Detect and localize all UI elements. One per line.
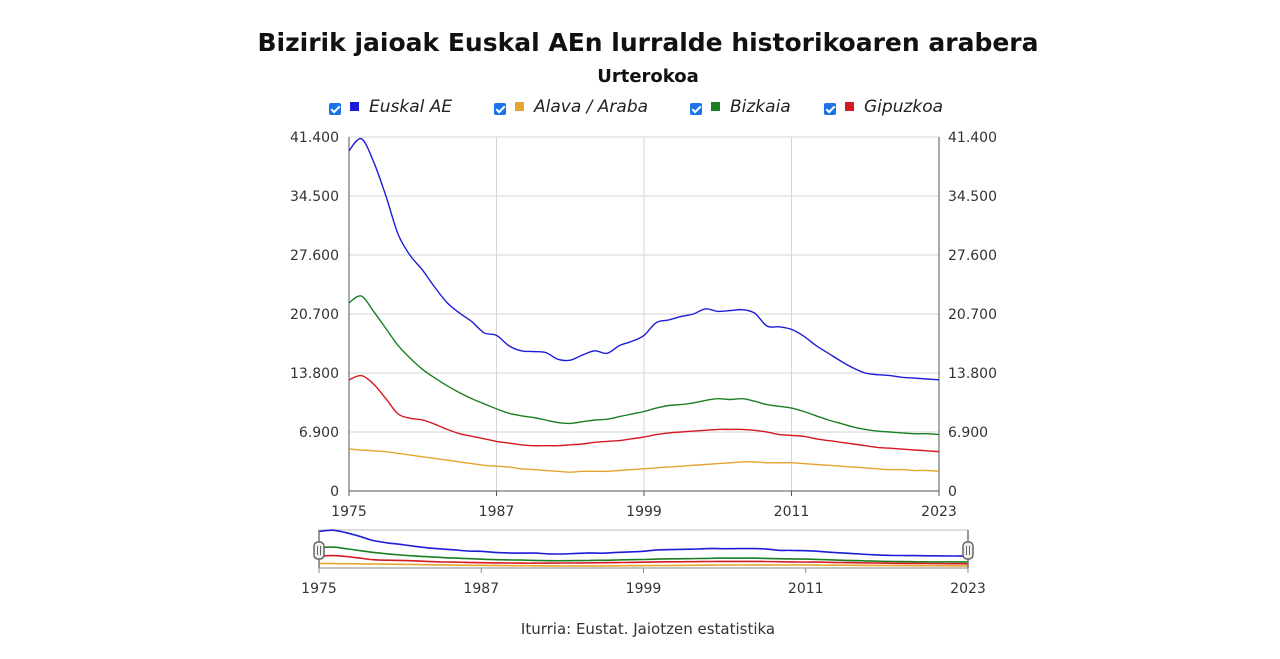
series-line-euskal-ae bbox=[348, 137, 940, 381]
x-tick-label: 2023 bbox=[921, 504, 957, 520]
legend-swatch-alava bbox=[515, 101, 524, 111]
series-line-gipuzkoa bbox=[348, 374, 940, 453]
y-tick-label-left: 20.700 bbox=[290, 307, 339, 323]
y-tick-label-left: 6.900 bbox=[299, 425, 339, 441]
navigator-tick-label: 1975 bbox=[301, 581, 337, 597]
y-tick-label-right: 13.800 bbox=[948, 366, 997, 382]
navigator-line-alava-araba bbox=[318, 562, 969, 567]
y-tick-label-right: 41.400 bbox=[948, 130, 997, 146]
y-tick-label-left: 34.500 bbox=[290, 189, 339, 205]
navigator-line-gipuzkoa bbox=[318, 554, 969, 565]
legend-item-gipuzkoa[interactable]: Gipuzkoa bbox=[824, 95, 943, 119]
y-tick-label-right: 0 bbox=[948, 484, 957, 500]
legend-item-euskal-ae[interactable]: Euskal AE bbox=[329, 95, 452, 119]
y-tick-label-right: 6.900 bbox=[948, 425, 988, 441]
legend-swatch-gipuzkoa bbox=[845, 101, 854, 111]
y-tick-label-right: 20.700 bbox=[948, 307, 997, 323]
navigator-tick-label: 1987 bbox=[463, 581, 499, 597]
chart-title: Bizirik jaioak Euskal AEn lurralde histo… bbox=[257, 28, 1039, 57]
navigator-right-handle[interactable] bbox=[962, 541, 974, 560]
legend-checkbox-bizkaia[interactable] bbox=[690, 103, 702, 115]
legend-swatch-bizkaia bbox=[711, 101, 720, 111]
legend-label-gipuzkoa: Gipuzkoa bbox=[864, 97, 944, 117]
y-tick-label-left: 27.600 bbox=[290, 248, 339, 264]
navigator-tick-label: 2023 bbox=[950, 581, 986, 597]
source-note: Iturria: Eustat. Jaiotzen estatistika bbox=[520, 620, 776, 638]
series-line-alava-araba bbox=[348, 448, 940, 473]
legend-label-alava: Alava / Araba bbox=[534, 97, 649, 117]
navigator-line-bizkaia bbox=[318, 546, 968, 563]
y-tick-label-right: 27.600 bbox=[948, 248, 997, 264]
legend: Euskal AE Alava / Araba Bizkaia Gipuzkoa bbox=[0, 95, 1280, 119]
legend-item-bizkaia[interactable]: Bizkaia bbox=[690, 95, 791, 119]
legend-label-bizkaia: Bizkaia bbox=[730, 97, 791, 117]
legend-checkbox-euskal-ae[interactable] bbox=[329, 103, 341, 115]
x-tick-label: 1987 bbox=[479, 504, 515, 520]
legend-label-euskal-ae: Euskal AE bbox=[369, 97, 453, 117]
x-tick-label: 1999 bbox=[626, 504, 662, 520]
navigator-tick-label: 1999 bbox=[626, 581, 662, 597]
y-tick-label-right: 34.500 bbox=[948, 189, 997, 205]
y-tick-label-left: 13.800 bbox=[290, 366, 339, 382]
legend-checkbox-alava[interactable] bbox=[494, 103, 506, 115]
navigator-line-euskal-ae bbox=[318, 529, 969, 557]
y-tick-label-left: 41.400 bbox=[290, 130, 339, 146]
y-tick-label-left: 0 bbox=[330, 484, 339, 500]
legend-swatch-euskal-ae bbox=[350, 101, 359, 111]
x-tick-label: 2011 bbox=[774, 504, 810, 520]
navigator-tick-label: 2011 bbox=[788, 581, 824, 597]
navigator-left-handle[interactable] bbox=[313, 541, 325, 560]
series-line-bizkaia bbox=[348, 295, 940, 436]
legend-checkbox-gipuzkoa[interactable] bbox=[824, 103, 836, 115]
chart-subtitle: Urterokoa bbox=[597, 66, 699, 87]
x-tick-label: 1975 bbox=[331, 504, 367, 520]
legend-item-alava[interactable]: Alava / Araba bbox=[494, 95, 648, 119]
